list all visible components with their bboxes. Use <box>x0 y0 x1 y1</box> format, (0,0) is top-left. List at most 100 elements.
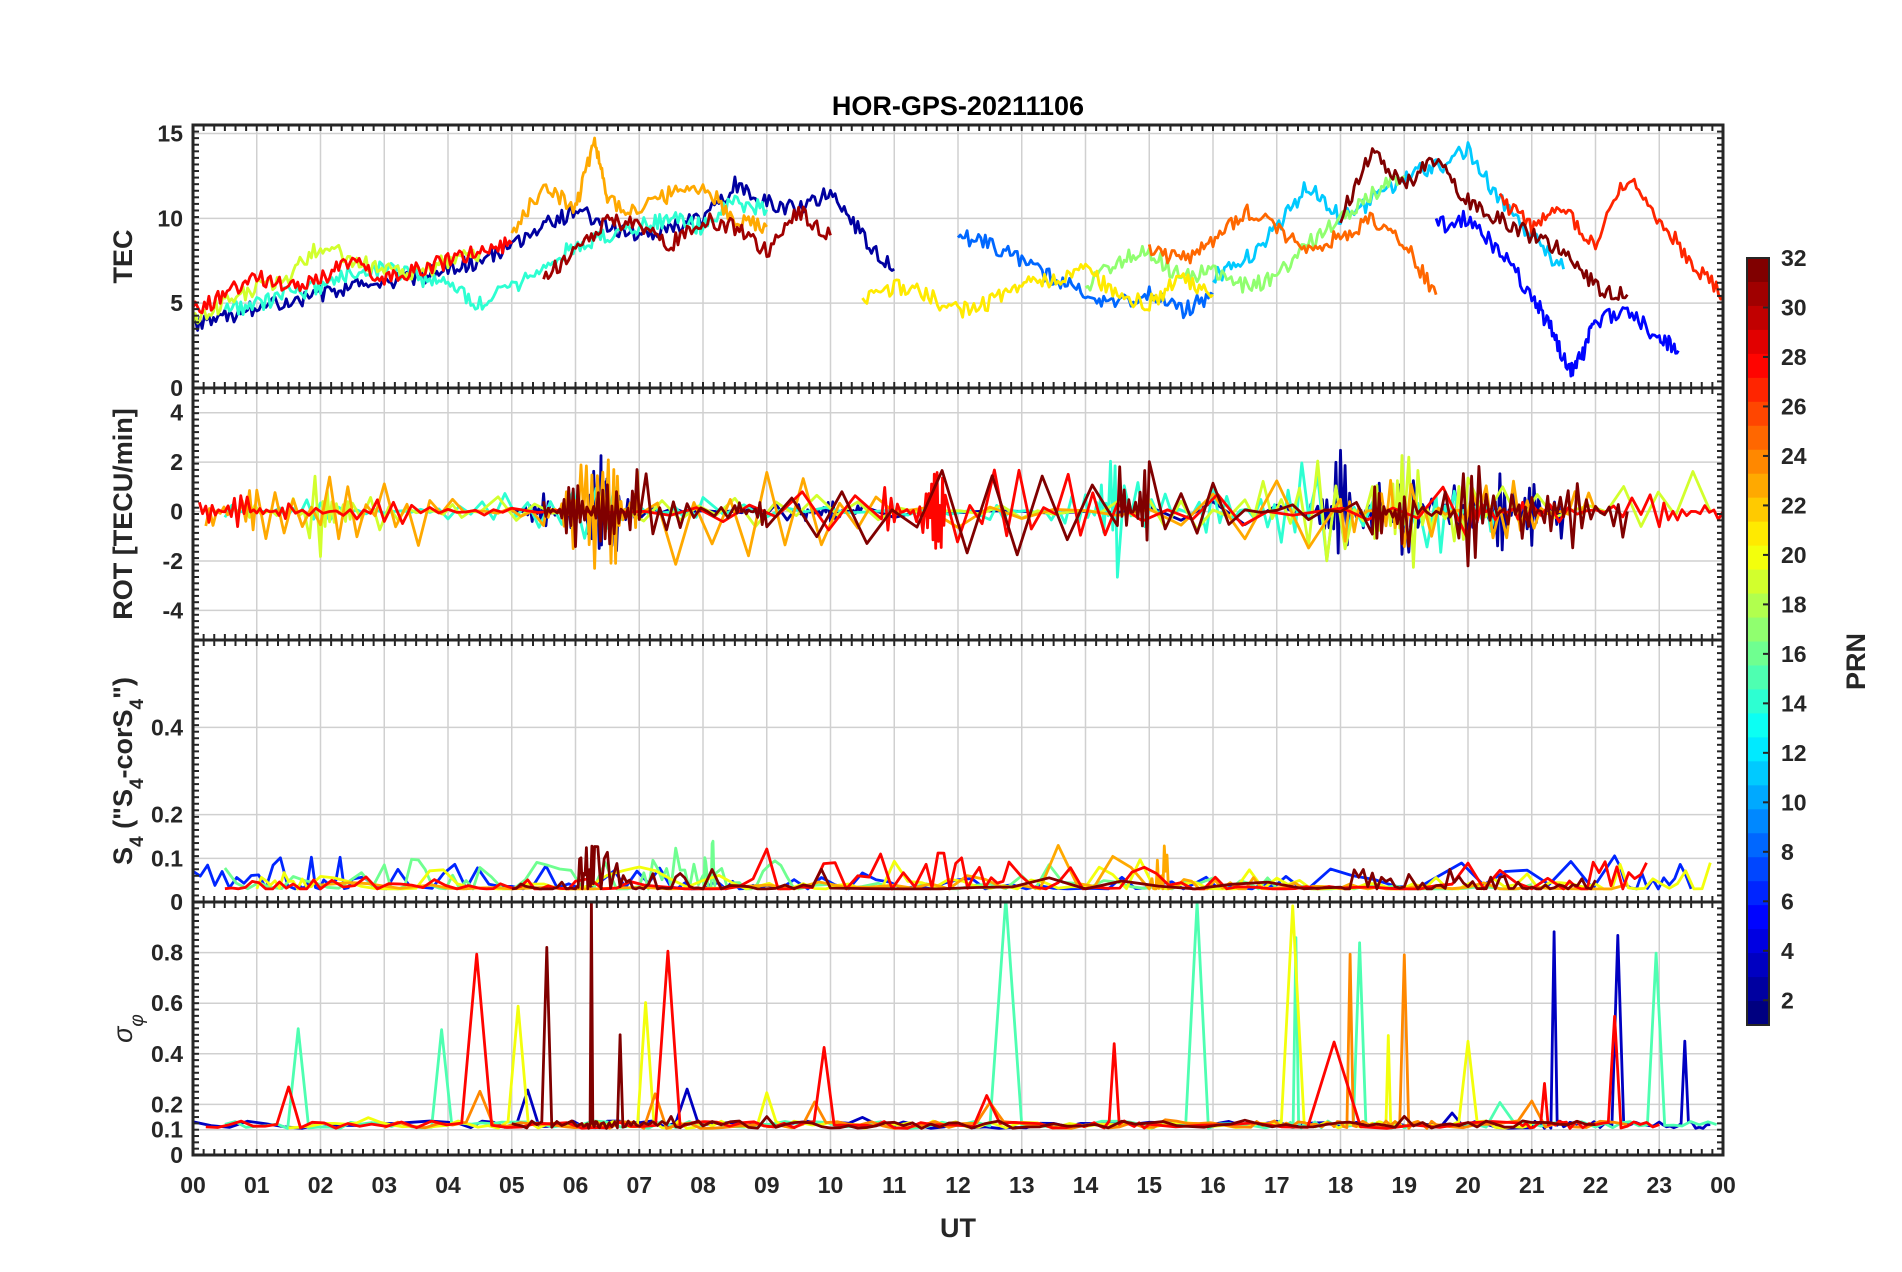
colorbar-label: PRN <box>1841 633 1871 690</box>
colorbar-cell <box>1747 641 1769 667</box>
colorbar-cell <box>1747 881 1769 906</box>
x-tick-label: 11 <box>882 1172 907 1198</box>
colorbar-tick-label: 2 <box>1781 987 1794 1013</box>
colorbar-cell <box>1747 953 1769 978</box>
x-tick-label: 06 <box>563 1172 589 1198</box>
x-tick-label: 00 <box>1710 1172 1736 1198</box>
series-prn-3 <box>193 930 1711 1130</box>
y-axis-label: TEC <box>108 230 138 284</box>
colorbar-cell <box>1747 281 1769 307</box>
colorbar-cell <box>1747 425 1769 451</box>
series-prn-5 <box>1434 209 1680 378</box>
colorbar-cell <box>1747 617 1769 643</box>
colorbar-cell <box>1747 857 1769 882</box>
series-prn-31 <box>542 205 832 281</box>
x-tick-label: 20 <box>1455 1172 1481 1198</box>
series-prn-25 <box>1147 203 1438 296</box>
x-tick-label: 09 <box>754 1172 780 1198</box>
colorbar-cell <box>1747 473 1769 499</box>
colorbar-cell <box>1747 689 1769 715</box>
colorbar-cell <box>1747 305 1769 331</box>
y-tick-label: 5 <box>170 290 183 316</box>
series-prn-32 <box>511 902 1596 1130</box>
series-prn-28 <box>224 847 1648 891</box>
series-prn-27 <box>1498 177 1723 301</box>
colorbar-cell <box>1747 449 1769 475</box>
colorbar-tick-label: 4 <box>1781 938 1794 964</box>
y-tick-label: 0.4 <box>151 714 183 740</box>
y-tick-label: 15 <box>157 120 183 146</box>
y-tick-label: 4 <box>170 400 183 426</box>
y-tick-label: 0.2 <box>151 1091 183 1117</box>
y-tick-label: 0.1 <box>151 1117 183 1143</box>
colorbar-tick-label: 6 <box>1781 888 1794 914</box>
x-axis: 00 01 02 03 04 05 06 07 08 09 10 11 12 13 14 15 16 17 18 19… <box>180 1172 1736 1198</box>
colorbar-cell <box>1747 593 1769 619</box>
series-prn-28 <box>193 236 513 315</box>
x-tick-label: 08 <box>690 1172 716 1198</box>
x-tick-label: 01 <box>244 1172 270 1198</box>
series-prn-2 <box>193 175 895 332</box>
colorbar-cell <box>1747 929 1769 954</box>
y-tick-label: 0.6 <box>151 990 183 1016</box>
panel-tec: 0 5 10 15 TEC <box>108 120 1725 401</box>
y-tick-label: 0 <box>170 375 183 401</box>
x-tick-label: 00 <box>180 1172 206 1198</box>
x-tick-label: 10 <box>818 1172 844 1198</box>
plot-area <box>198 448 1723 579</box>
series-prn-20 <box>288 904 1533 1130</box>
series-prn-21 <box>861 262 1214 319</box>
x-tick-label: 07 <box>626 1172 652 1198</box>
colorbar-cell <box>1747 329 1769 355</box>
x-tick-label: 18 <box>1328 1172 1354 1198</box>
colorbar-cell <box>1747 833 1769 858</box>
colorbar-cell <box>1747 569 1769 595</box>
x-tick-label: 21 <box>1519 1172 1545 1198</box>
plot-area <box>193 839 1712 891</box>
colorbar-tick-label: 8 <box>1781 839 1794 865</box>
y-tick-label: 0.8 <box>151 940 183 966</box>
x-tick-label: 05 <box>499 1172 525 1198</box>
y-tick-label: 0 <box>170 889 183 915</box>
y-tick-label: 0 <box>170 499 183 525</box>
x-tick-label: 13 <box>1009 1172 1035 1198</box>
x-axis-label: UT <box>940 1213 976 1243</box>
y-tick-label: 0.1 <box>151 845 183 871</box>
colorbar-tick-label: 28 <box>1781 344 1807 370</box>
colorbar-tick-label: 20 <box>1781 542 1807 568</box>
panel-sigma_phi: 00.10.2 0.4 0.6 0.8 σφ <box>108 900 1725 1168</box>
y-axis-label: σφ <box>108 1014 148 1043</box>
x-tick-label: 04 <box>435 1172 461 1198</box>
colorbar-tick-label: 26 <box>1781 393 1807 419</box>
y-tick-label: 2 <box>170 449 183 475</box>
colorbar-tick-label: 32 <box>1781 245 1807 271</box>
series-prn-23 <box>510 136 768 234</box>
colorbar-cell <box>1747 761 1769 786</box>
colorbar-tick-label: 30 <box>1781 294 1807 320</box>
y-tick-label: 10 <box>157 205 183 231</box>
series-prn-32 <box>1339 147 1629 301</box>
figure-title: HOR-GPS-20211106 <box>832 91 1084 121</box>
series-prn-32 <box>542 460 1629 568</box>
series-prn-14 <box>223 194 769 317</box>
colorbar-cell <box>1747 377 1769 403</box>
colorbar-cell <box>1747 713 1769 738</box>
series-prn-24 <box>383 952 1628 1130</box>
x-tick-label: 03 <box>371 1172 397 1198</box>
colorbar-cell <box>1747 665 1769 691</box>
y-tick-label: -2 <box>163 548 183 574</box>
colorbar-cell <box>1747 258 1769 283</box>
x-tick-label: 23 <box>1646 1172 1672 1198</box>
colorbar-tick-label: 10 <box>1781 789 1807 815</box>
colorbar-cell <box>1747 737 1769 762</box>
series-prn-28 <box>205 949 1660 1130</box>
colorbar-cell <box>1747 545 1769 571</box>
colorbar-cell <box>1747 785 1769 810</box>
colorbar-frame <box>1746 257 1770 1026</box>
colorbar-tick-label: 22 <box>1781 492 1807 518</box>
panel-s4: 0 0.1 0.2 0.4S4 ("S4-corS4") <box>108 638 1725 915</box>
colorbar-tick-label: 14 <box>1781 690 1807 716</box>
